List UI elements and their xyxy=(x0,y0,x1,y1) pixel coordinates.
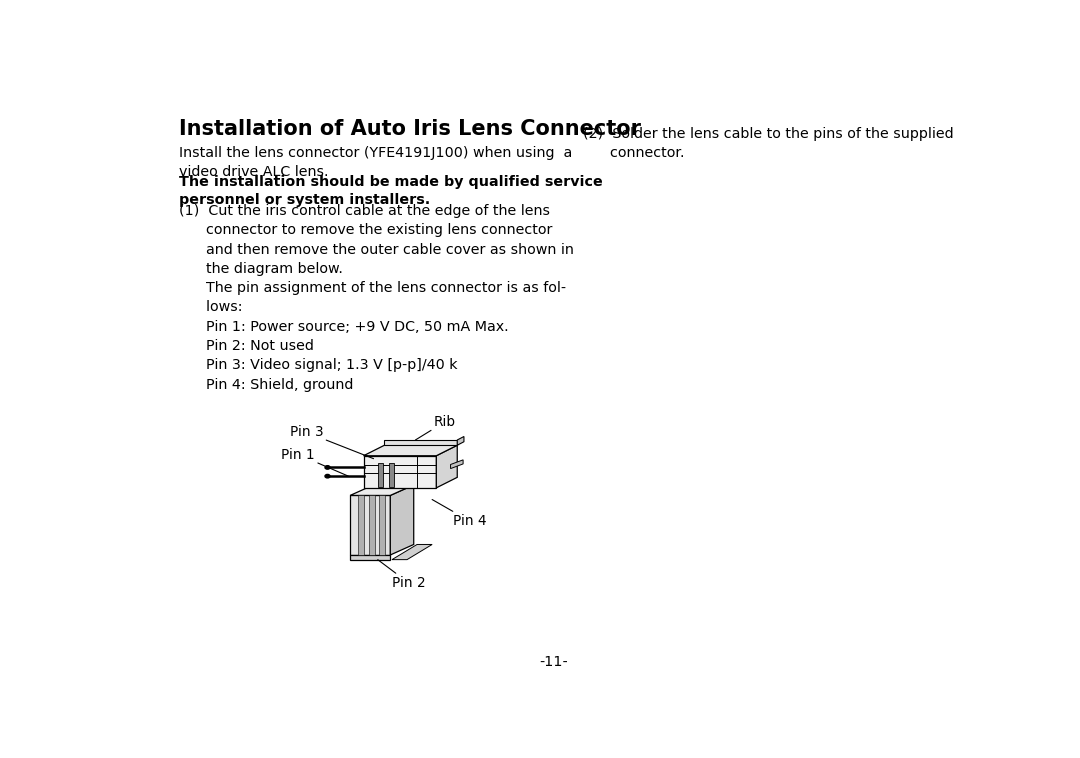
Text: Pin 1: Power source; +9 V DC, 50 mA Max.: Pin 1: Power source; +9 V DC, 50 mA Max. xyxy=(178,320,509,334)
Text: connector to remove the existing lens connector: connector to remove the existing lens co… xyxy=(178,224,552,237)
Text: lows:: lows: xyxy=(178,300,242,315)
Text: Pin 3: Video signal; 1.3 V [p-p]/40 k: Pin 3: Video signal; 1.3 V [p-p]/40 k xyxy=(178,359,457,372)
Text: Installation of Auto Iris Lens Connector: Installation of Auto Iris Lens Connector xyxy=(178,119,640,139)
Polygon shape xyxy=(378,462,382,487)
Polygon shape xyxy=(350,485,414,496)
Text: and then remove the outer cable cover as shown in: and then remove the outer cable cover as… xyxy=(178,243,573,257)
Polygon shape xyxy=(364,456,436,488)
Text: The installation should be made by qualified service
personnel or system install: The installation should be made by quali… xyxy=(178,175,603,208)
Text: Pin 2: Pin 2 xyxy=(378,559,426,590)
Polygon shape xyxy=(450,460,463,468)
Text: Pin 3: Pin 3 xyxy=(289,425,374,459)
Text: Rib: Rib xyxy=(416,415,456,440)
Text: Install the lens connector (YFE4191J100) when using  a
video drive ALC lens.: Install the lens connector (YFE4191J100)… xyxy=(178,146,571,179)
Text: Pin 4: Pin 4 xyxy=(432,500,487,528)
Polygon shape xyxy=(364,445,457,456)
Text: The pin assignment of the lens connector is as fol-: The pin assignment of the lens connector… xyxy=(178,281,566,295)
Polygon shape xyxy=(390,462,394,487)
Text: the diagram below.: the diagram below. xyxy=(178,262,342,276)
Circle shape xyxy=(325,475,330,478)
Polygon shape xyxy=(384,440,457,445)
Polygon shape xyxy=(350,496,390,555)
Polygon shape xyxy=(350,555,390,559)
Text: -11-: -11- xyxy=(539,655,568,669)
Text: Pin 4: Shield, ground: Pin 4: Shield, ground xyxy=(178,377,353,392)
Polygon shape xyxy=(457,437,464,445)
Text: Pin 2: Not used: Pin 2: Not used xyxy=(178,339,313,353)
Text: (1)  Cut the iris control cable at the edge of the lens: (1) Cut the iris control cable at the ed… xyxy=(178,204,550,218)
Polygon shape xyxy=(379,496,386,555)
Text: (2)  Solder the lens cable to the pins of the supplied
      connector.: (2) Solder the lens cable to the pins of… xyxy=(583,127,954,159)
Text: Pin 1: Pin 1 xyxy=(282,447,349,476)
Polygon shape xyxy=(369,496,375,555)
Polygon shape xyxy=(436,445,457,488)
Circle shape xyxy=(325,465,330,469)
Polygon shape xyxy=(392,544,432,559)
Polygon shape xyxy=(390,485,414,555)
Polygon shape xyxy=(359,496,364,555)
